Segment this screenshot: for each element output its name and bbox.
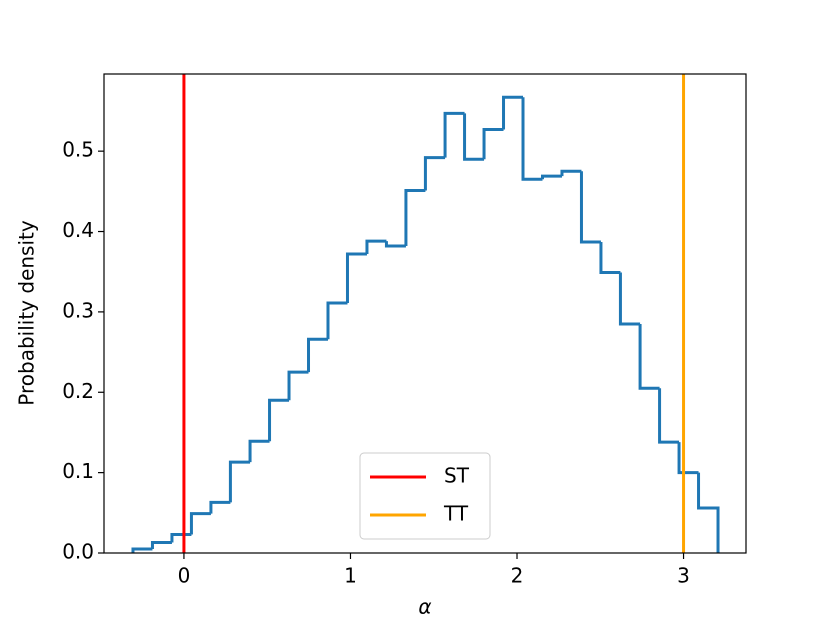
- histogram-step: [658, 388, 680, 444]
- x-tick-label: 2: [511, 564, 524, 588]
- histogram-step: [248, 439, 270, 463]
- histogram-step: [228, 460, 251, 503]
- y-tick-label: 0.0: [62, 540, 94, 564]
- histogram-step: [131, 547, 153, 553]
- y-tick-label: 0.2: [62, 379, 94, 403]
- histogram-step: [189, 512, 211, 535]
- x-tick-label: 1: [344, 564, 357, 588]
- histogram-step: [443, 111, 465, 158]
- histogram-step: [423, 156, 446, 191]
- y-tick-label: 0.1: [62, 459, 94, 483]
- histogram-step: [209, 500, 231, 514]
- y-tick-label: 0.3: [62, 298, 94, 322]
- histogram-step: [638, 323, 660, 390]
- x-tick-label: 0: [178, 564, 191, 588]
- y-tick-label: 0.5: [62, 138, 94, 162]
- legend-label: TT: [443, 502, 469, 526]
- histogram-step: [287, 370, 309, 401]
- histogram-step: [502, 95, 524, 130]
- x-axis-label: α: [418, 595, 431, 619]
- histogram-step: [618, 272, 641, 326]
- plot-frame: [103, 73, 747, 554]
- histogram-step: [677, 442, 699, 475]
- histogram-step: [150, 541, 172, 549]
- histogram-step: [482, 127, 504, 160]
- legend-box: [359, 452, 491, 540]
- histogram-step: [307, 337, 328, 373]
- histogram-step: [384, 241, 406, 248]
- histogram-step: [268, 398, 290, 442]
- histogram-step: [365, 239, 387, 255]
- histogram-step: [697, 472, 720, 553]
- histogram-step: [463, 113, 485, 161]
- x-tick-label: 3: [677, 564, 690, 588]
- histogram-step: [345, 252, 367, 304]
- y-axis-label: Probability density: [15, 220, 39, 406]
- histogram-step: [560, 169, 582, 177]
- histogram-step: [540, 174, 562, 180]
- histogram-step: [326, 301, 348, 340]
- histogram-step: [170, 533, 192, 543]
- histogram-step: [579, 171, 601, 244]
- histogram-step: [521, 97, 543, 181]
- y-tick-label: 0.4: [62, 218, 94, 242]
- histogram-step: [599, 241, 621, 275]
- histogram-step: [404, 189, 426, 246]
- legend-label: ST: [444, 464, 470, 488]
